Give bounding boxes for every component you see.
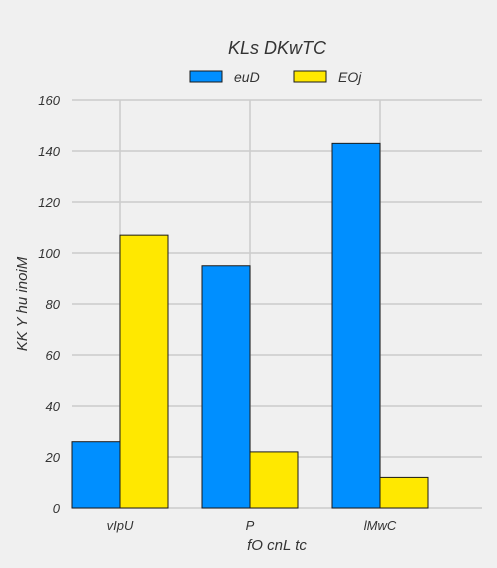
legend-label-EOj: EOj: [338, 69, 362, 85]
x-tick-label: P: [246, 518, 255, 533]
y-tick-label: 100: [38, 246, 60, 261]
legend-swatch-euD: [189, 70, 223, 83]
x-tick-label: lMwC: [364, 518, 397, 533]
chart-title: KLs DKwTC: [228, 38, 327, 58]
y-tick-label: 160: [38, 93, 60, 108]
legend: euD EOj: [189, 69, 362, 85]
y-tick-label: 40: [46, 399, 61, 414]
bar-euD-vIpU: [71, 441, 121, 509]
bar-euD-lMwC: [331, 142, 381, 509]
y-tick-label: 0: [53, 501, 61, 516]
bars-layer: [71, 142, 429, 509]
y-tick-label: 80: [46, 297, 61, 312]
y-axis-label: KK Y hu inoiM: [14, 256, 31, 351]
y-tick-label: 60: [46, 348, 61, 363]
y-tick-labels: 0 20 40 60 80 100 120 140 160: [38, 93, 60, 516]
bar-euD-P: [201, 265, 251, 509]
x-axis-label: fO cnL tc: [247, 537, 307, 554]
legend-label-euD: euD: [234, 69, 260, 85]
bar-EOj-P: [249, 451, 299, 509]
y-tick-label: 20: [45, 450, 61, 465]
bar-EOj-lMwC: [379, 476, 429, 509]
y-tick-label: 140: [38, 144, 60, 159]
bar-EOj-vIpU: [119, 234, 169, 509]
x-tick-label: vIpU: [107, 518, 134, 533]
legend-swatch-EOj: [293, 70, 327, 83]
y-tick-label: 120: [38, 195, 60, 210]
